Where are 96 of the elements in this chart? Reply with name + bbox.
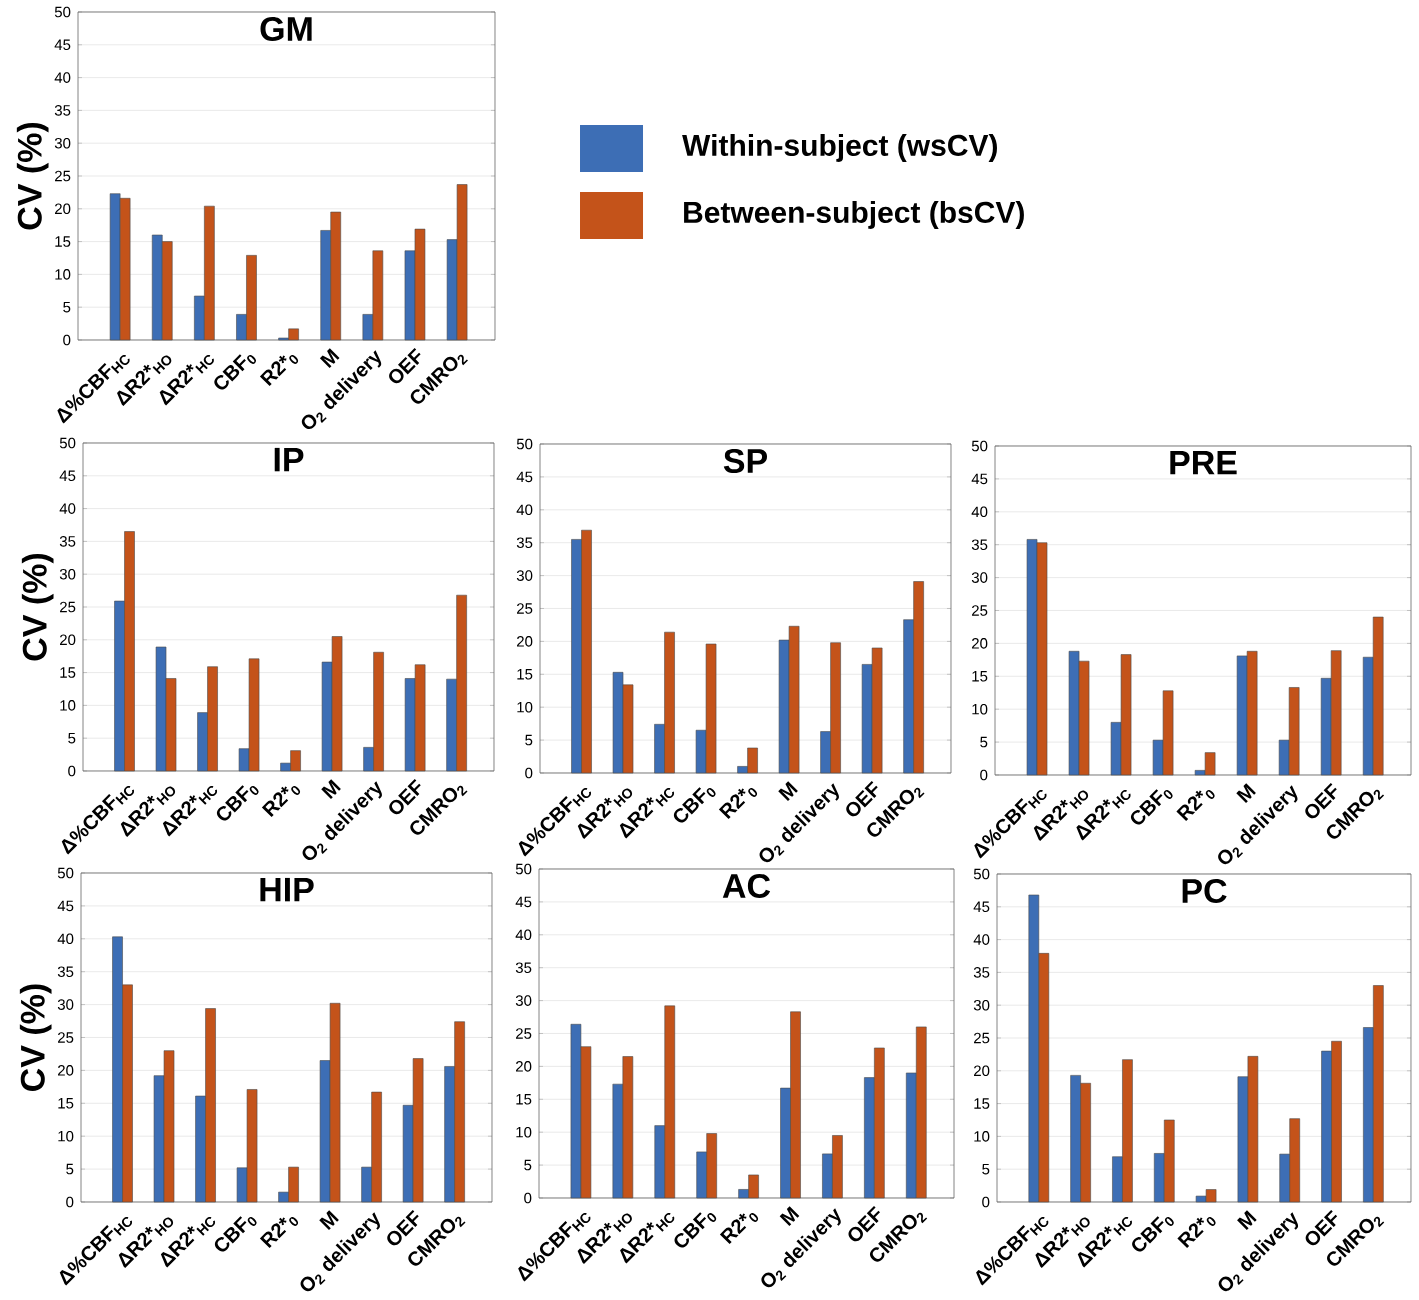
y-tick-label: 5 (63, 301, 71, 313)
y-tick-label: 20 (974, 1065, 990, 1077)
y-axis-title: CV (%) (21, 553, 54, 661)
y-tick-label: 20 (516, 1061, 532, 1072)
y-tick-label: 0 (63, 334, 71, 346)
y-tick-label: 40 (57, 933, 74, 945)
y-tick-label: 20 (517, 636, 533, 647)
y-tick-label: 45 (59, 470, 76, 482)
y-tick-label: 10 (974, 1131, 990, 1142)
legend-label: Between-subject (bsCV) (684, 201, 1024, 229)
y-tick-label: 35 (54, 105, 71, 116)
y-tick-label: 15 (516, 1094, 532, 1105)
y-tick-label: 30 (59, 568, 76, 580)
y-tick-label: 5 (980, 736, 988, 748)
y-tick-label: 20 (55, 203, 71, 215)
y-tick-label: 50 (57, 867, 74, 879)
y-tick-label: 25 (55, 170, 71, 182)
y-tick-label: 10 (60, 700, 76, 711)
y-tick-label: 45 (57, 900, 74, 912)
y-axis-title: CV (%) (16, 122, 49, 230)
y-tick-label: 35 (516, 537, 533, 549)
y-tick-label: 50 (59, 437, 76, 449)
y-tick-label: 10 (516, 1126, 532, 1138)
y-tick-label: 35 (971, 539, 988, 551)
y-tick-label: 50 (54, 6, 71, 18)
x-tick-label: R2*$_{0}$ (1176, 789, 1215, 822)
y-tick-label: 15 (517, 669, 533, 680)
x-tick-label: R2*$_{0}$ (719, 1212, 759, 1245)
y-tick-label: 25 (974, 1032, 990, 1044)
y-tick-label: 45 (971, 473, 988, 485)
y-tick-label: 40 (59, 503, 76, 514)
y-tick-label: 10 (58, 1130, 74, 1142)
y-tick-label: 20 (972, 638, 988, 649)
y-tick-label: 25 (516, 1028, 532, 1039)
y-tick-label: 35 (973, 967, 990, 978)
y-tick-label: 40 (515, 929, 532, 941)
y-tick-label: 45 (515, 896, 532, 908)
y-tick-label: 50 (971, 440, 988, 452)
y-tick-label: 25 (517, 603, 533, 614)
y-tick-label: 20 (58, 1065, 74, 1076)
y-tick-label: 30 (973, 999, 990, 1011)
y-tick-label: 50 (973, 868, 990, 880)
x-tick-label: R2*$_{0}$ (718, 787, 758, 820)
y-tick-label: 40 (54, 72, 71, 83)
y-tick-label: 50 (516, 438, 533, 450)
x-tick-label: R2*$_{0}$ (261, 785, 301, 818)
y-tick-label: 10 (972, 703, 988, 715)
y-tick-label: 25 (58, 1032, 74, 1043)
y-tick-label: 40 (971, 506, 988, 518)
y-tick-label: 30 (516, 570, 533, 581)
y-tick-label: 35 (57, 966, 74, 978)
y-tick-label: 15 (55, 236, 71, 247)
legend-label: Within-subject (wsCV) (682, 134, 997, 162)
y-tick-label: 25 (60, 601, 76, 613)
chart-title: IP (274, 447, 304, 472)
y-tick-label: 5 (68, 732, 76, 744)
y-tick-label: 15 (60, 667, 76, 678)
y-tick-label: 30 (54, 137, 71, 149)
y-tick-label: 25 (972, 605, 988, 616)
chart-title: GM (260, 16, 312, 41)
x-tick-label: R2*$_{0}$ (259, 1216, 299, 1249)
x-tick-label: R2*$_{0}$ (1177, 1216, 1216, 1249)
chart-title: SP (723, 448, 768, 474)
y-tick-label: 45 (54, 39, 71, 51)
y-tick-label: 0 (525, 767, 533, 779)
y-tick-label: 20 (60, 634, 76, 646)
y-tick-label: 0 (980, 769, 988, 781)
y-tick-label: 5 (982, 1163, 990, 1175)
y-tick-label: 30 (515, 995, 532, 1006)
y-tick-label: 50 (515, 863, 532, 875)
chart-title: AC (722, 873, 771, 899)
chart-title: PRE (1170, 450, 1237, 475)
y-tick-label: 15 (972, 671, 988, 682)
y-tick-label: 5 (525, 734, 533, 746)
y-tick-label: 30 (57, 999, 74, 1010)
y-tick-label: 15 (58, 1098, 74, 1109)
y-tick-label: 5 (524, 1159, 532, 1171)
y-tick-label: 40 (973, 934, 990, 945)
chart-title: PC (1182, 878, 1227, 903)
y-tick-label: 10 (517, 701, 533, 713)
chart-title: HIP (260, 877, 314, 902)
y-tick-label: 0 (982, 1196, 990, 1208)
y-tick-label: 0 (524, 1192, 532, 1204)
y-tick-label: 35 (515, 962, 532, 974)
y-tick-label: 0 (66, 1196, 74, 1208)
y-tick-label: 30 (971, 572, 988, 583)
x-tick-label: R2*$_{0}$ (259, 354, 299, 387)
y-tick-label: 0 (68, 765, 76, 777)
y-tick-label: 5 (66, 1163, 74, 1175)
y-tick-label: 45 (973, 901, 990, 913)
y-axis-title: CV (%) (19, 984, 52, 1091)
y-tick-label: 35 (59, 536, 76, 547)
y-tick-label: 15 (974, 1098, 990, 1109)
y-tick-label: 40 (516, 504, 533, 516)
y-tick-label: 10 (55, 269, 71, 280)
y-tick-label: 45 (516, 471, 533, 483)
